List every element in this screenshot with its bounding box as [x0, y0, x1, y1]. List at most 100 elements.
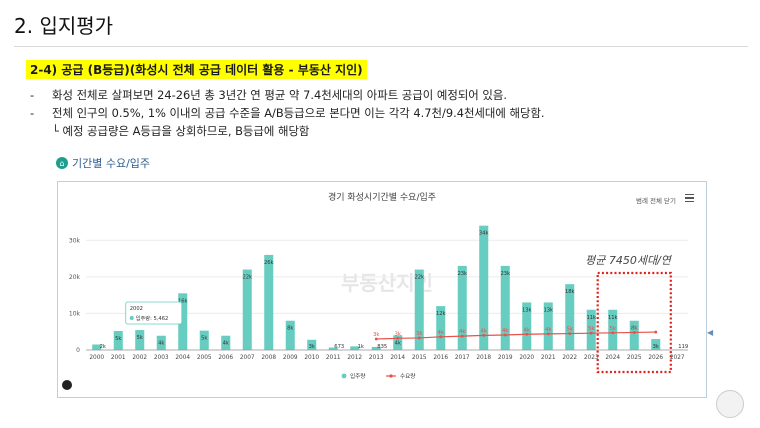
bar [92, 344, 102, 350]
demand-point [417, 336, 421, 340]
demand-value-label: 4k [502, 328, 509, 334]
demand-value-label: 5k [566, 327, 573, 333]
y-tick-label: 10k [69, 310, 81, 317]
bar-value-label: 11k [608, 315, 618, 321]
sub-note: └ 예정 공급량은 A등급을 상회하므로, B등급에 해당함 [52, 124, 310, 138]
title-divider [14, 46, 748, 47]
chart-caption-text: 기간별 수요/입주 [72, 157, 151, 170]
highlight-box [596, 271, 672, 374]
bar-value-label: 12k [436, 311, 446, 317]
demand-value-label: 3k [394, 331, 401, 337]
y-tick-label: 30k [69, 237, 81, 244]
demand-line [376, 331, 656, 340]
x-tick-label: 2022 [562, 355, 577, 361]
bullet-marker: - [30, 106, 35, 120]
legend-marker-demand-dot [389, 374, 393, 378]
bar [285, 320, 295, 350]
legend-toggle-button[interactable]: 범례 전체 닫기 [635, 197, 676, 205]
x-tick-label: 2024 [605, 355, 620, 361]
bar-value-label: 4k [395, 340, 401, 346]
x-tick-label: 2008 [261, 355, 276, 361]
x-tick-label: 2017 [455, 355, 470, 361]
section-heading: 2-4) 공급 (B등급)(화성시 전체 공급 데이터 활용 - 부동산 지인) [26, 60, 367, 79]
x-tick-label: 2026 [648, 355, 663, 361]
x-tick-label: 2016 [433, 355, 448, 361]
bar-value-label: 4k [158, 341, 164, 347]
bar [522, 302, 532, 350]
menu-icon[interactable] [685, 194, 694, 204]
bar [371, 346, 381, 350]
bar [543, 302, 553, 350]
x-tick-label: 2011 [326, 355, 341, 361]
bar-value-label: 8k [287, 326, 293, 332]
x-tick-label: 2018 [476, 355, 491, 361]
x-tick-label: 2006 [218, 355, 233, 361]
x-tick-label: 2020 [519, 355, 534, 361]
chart-caption: ⌂ 기간별 수요/입주 [56, 155, 150, 171]
bar [479, 225, 489, 350]
bar [500, 265, 510, 350]
demand-point [654, 330, 658, 334]
bar-value-label: 26k [264, 260, 274, 266]
x-tick-label: 2004 [175, 355, 190, 361]
tooltip-marker [129, 316, 134, 320]
home-icon: ⌂ [56, 157, 68, 169]
x-tick-label: 2015 [412, 355, 427, 361]
demand-value-label: 5k [588, 326, 595, 332]
x-tick-label: 2003 [154, 355, 169, 361]
bar-value-label: 119 [678, 344, 688, 350]
legend-marker-supply [341, 373, 347, 379]
demand-point [632, 331, 636, 334]
x-tick-label: 2014 [390, 355, 405, 361]
demand-value-label: 4k [523, 327, 530, 333]
legend-label-demand: 수요량 [400, 373, 415, 380]
demand-point [460, 334, 464, 338]
bar [307, 339, 317, 350]
bar-value-label: 13k [543, 307, 553, 313]
bar [242, 269, 252, 350]
demand-value-label: 5k [609, 326, 616, 332]
demand-point [611, 331, 615, 335]
demand-point [546, 332, 550, 336]
demand-value-label: 4k [480, 328, 487, 334]
bar-value-label: 8k [631, 326, 637, 332]
demand-point [439, 335, 443, 339]
bar-value-label: 13k [522, 307, 532, 313]
demand-point [589, 331, 593, 335]
bar [178, 293, 188, 350]
x-tick-label: 2019 [498, 355, 513, 361]
x-tick-label: 2009 [283, 355, 298, 361]
bar [113, 330, 123, 350]
x-tick-label: 2025 [627, 355, 642, 361]
bar [414, 269, 424, 350]
bullet-item: - 화성 전체로 살펴보면 24-26년 총 3년간 연 평균 약 7.4천세대의… [30, 87, 507, 103]
bar [135, 330, 145, 350]
bar-value-label: 18k [565, 289, 575, 295]
bar [156, 335, 166, 350]
bar-value-label: 3k [309, 344, 315, 350]
x-tick-label: 2007 [240, 355, 255, 361]
bar-value-label: 16k [178, 298, 188, 304]
bar-value-label: 3k [653, 344, 659, 350]
bar [651, 339, 661, 350]
chart-title: 경기 화성시기간별 수요/입주 [327, 193, 437, 203]
demand-point [396, 336, 400, 340]
bar [264, 254, 274, 350]
demand-point [525, 332, 529, 336]
bar-value-label: 4k [223, 341, 229, 347]
bar-value-label: 23k [500, 271, 510, 277]
logo-icon [62, 380, 72, 390]
bar-value-label: 11k [586, 315, 596, 321]
bar [328, 347, 338, 350]
chevron-left-icon[interactable]: ◀ [707, 328, 714, 337]
bar [586, 309, 596, 350]
bar [457, 265, 467, 350]
x-tick-label: 2002 [132, 355, 147, 361]
bar [565, 284, 575, 350]
bullet-text: 전체 인구의 0.5%, 1% 이내의 공급 수준을 A/B등급으로 본다면 이… [52, 106, 545, 120]
bar [436, 306, 446, 350]
demand-point [482, 333, 486, 337]
x-tick-label: 2027 [670, 355, 685, 361]
bar-value-label: 34k [479, 231, 489, 237]
bar-value-label: 5k [137, 335, 143, 341]
